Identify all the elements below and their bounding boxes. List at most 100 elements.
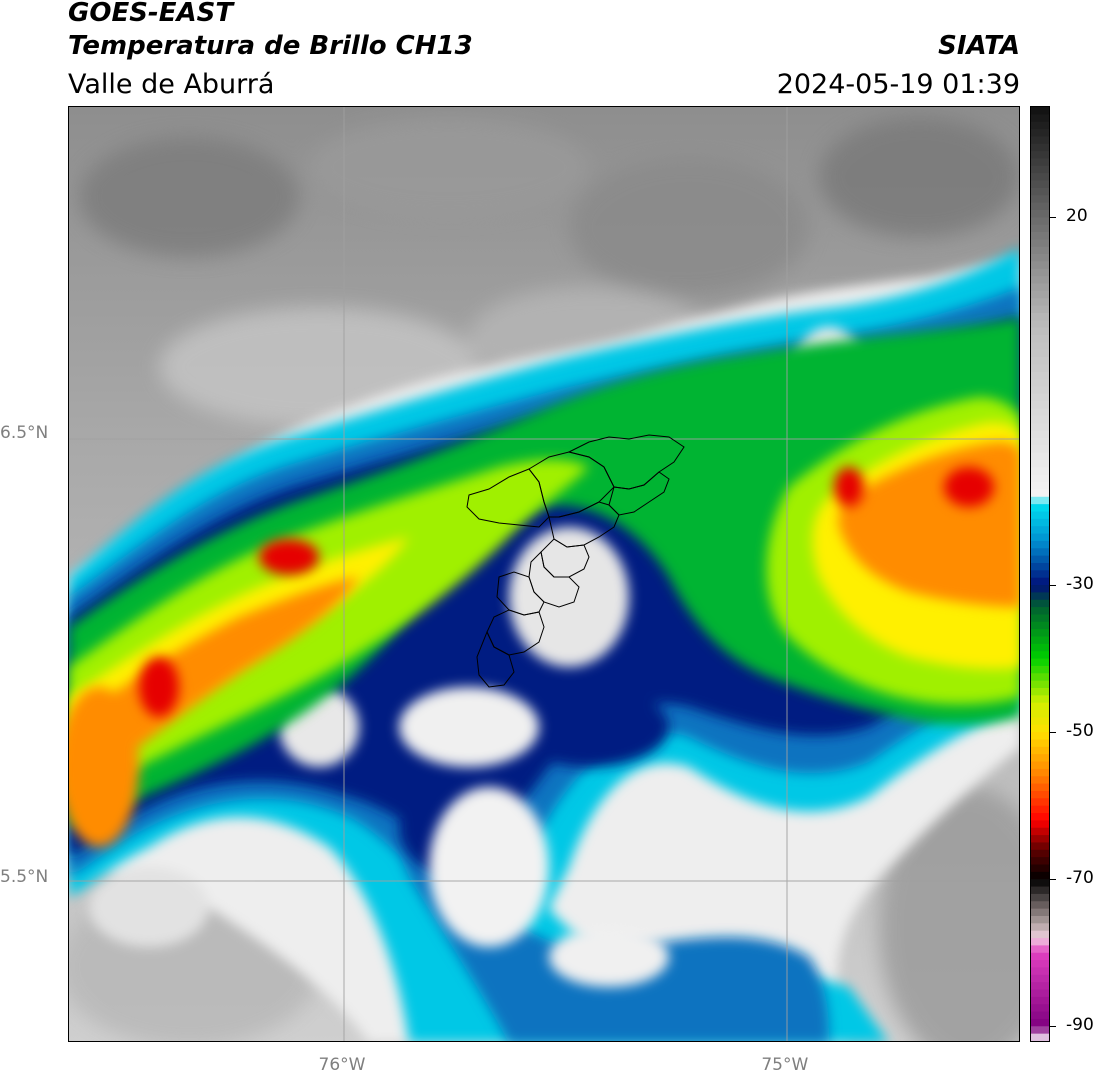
- colorbar-tick-mark: [1050, 732, 1056, 734]
- colorbar-segment: [1031, 334, 1049, 343]
- colorbar-segment: [1031, 982, 1049, 991]
- colorbar-segment: [1031, 217, 1049, 226]
- colorbar-segment: [1031, 276, 1049, 285]
- colorbar-segment: [1031, 136, 1049, 145]
- colorbar-segment: [1031, 165, 1049, 174]
- organization-title: SIATA: [938, 31, 1020, 61]
- green-band: [69, 317, 1019, 827]
- colorbar-segment: [1031, 585, 1049, 593]
- colorbar-segment: [1031, 783, 1049, 792]
- colorbar-segment: [1031, 607, 1049, 615]
- colorbar-segment: [1031, 1004, 1049, 1013]
- colorbar-segment: [1031, 665, 1049, 674]
- colorbar-segment: [1031, 114, 1049, 123]
- colorbar-segment: [1031, 871, 1049, 880]
- colorbar-segment: [1031, 187, 1049, 196]
- colorbar-segment: [1031, 1011, 1049, 1020]
- colorbar-segment: [1031, 482, 1049, 490]
- colorbar-segment: [1031, 570, 1049, 579]
- colorbar-segment: [1031, 298, 1049, 307]
- colorbar-segment: [1031, 261, 1049, 270]
- colorbar-segment: [1031, 452, 1049, 461]
- red-cores: [139, 467, 994, 717]
- colorbar-segment: [1031, 695, 1049, 704]
- colorbar-segment: [1031, 305, 1049, 314]
- colorbar-segment: [1031, 827, 1049, 836]
- colorbar-segment: [1031, 643, 1049, 652]
- colorbar-segment: [1031, 1018, 1049, 1027]
- colorbar-segment: [1031, 761, 1049, 770]
- colorbar-segment: [1031, 629, 1049, 638]
- satellite-map[interactable]: [68, 106, 1020, 1042]
- colorbar-segment: [1031, 739, 1049, 748]
- colorbar-segment: [1031, 239, 1049, 248]
- colorbar-tick-mark: [1050, 1026, 1056, 1028]
- colorbar-segment: [1031, 732, 1049, 740]
- colorbar-segment: [1031, 768, 1049, 777]
- colorbar-segment: [1031, 467, 1049, 476]
- colorbar-segment: [1031, 232, 1049, 240]
- colorbar-segment: [1031, 511, 1049, 520]
- colorbar-segment: [1031, 496, 1049, 505]
- colorbar-segment: [1031, 952, 1049, 961]
- longitude-label: 75°W: [761, 1055, 809, 1075]
- colorbar-segment: [1031, 820, 1049, 829]
- colorbar-segment: [1031, 813, 1049, 821]
- colorbar-segment: [1031, 121, 1049, 130]
- colorbar-segment: [1031, 945, 1049, 954]
- colorbar-segment: [1031, 636, 1049, 645]
- longitude-label: 76°W: [318, 1055, 366, 1075]
- colorbar-segment: [1031, 151, 1049, 159]
- colorbar-segment: [1031, 379, 1049, 387]
- colorbar-segment: [1031, 268, 1049, 277]
- colorbar-tick-label: -70: [1066, 868, 1094, 889]
- colorbar-segment: [1031, 202, 1049, 211]
- colorbar-segment: [1031, 393, 1049, 402]
- colorbar-segment: [1031, 599, 1049, 608]
- colorbar-segment: [1031, 548, 1049, 557]
- colorbar: [1030, 106, 1050, 1042]
- colorbar-segment: [1031, 489, 1049, 498]
- colorbar-segment: [1031, 974, 1049, 983]
- municipal-boundaries: [466, 434, 685, 688]
- colorbar-segment: [1031, 621, 1049, 630]
- colorbar-segment: [1031, 790, 1049, 799]
- colorbar-segment: [1031, 893, 1049, 902]
- colorbar-segment: [1031, 1026, 1049, 1035]
- colorbar-segment: [1031, 386, 1049, 395]
- colorbar-segment: [1031, 680, 1049, 689]
- colorbar-segment: [1031, 776, 1049, 785]
- colorbar-segment: [1031, 342, 1049, 351]
- colorbar-segment: [1031, 746, 1049, 755]
- colorbar-segment: [1031, 349, 1049, 358]
- colorbar-segment: [1031, 423, 1049, 432]
- colorbar-segment: [1031, 533, 1049, 542]
- colorbar-segment: [1031, 158, 1049, 167]
- colorbar-segment: [1031, 717, 1049, 726]
- colorbar-segment: [1031, 724, 1049, 733]
- colorbar-segment: [1031, 849, 1049, 858]
- satellite-title: GOES-EAST: [68, 0, 234, 28]
- colorbar-segment: [1031, 555, 1049, 564]
- product-title: Temperatura de Brillo CH13: [68, 31, 473, 61]
- colorbar-segment: [1031, 408, 1049, 417]
- colorbar-segment: [1031, 254, 1049, 262]
- colorbar-segment: [1031, 312, 1049, 321]
- colorbar-segment: [1031, 246, 1049, 255]
- colorbar-segment: [1031, 430, 1049, 439]
- colorbar-segment: [1031, 327, 1049, 336]
- colorbar-tick-mark: [1050, 217, 1056, 219]
- colorbar-segment: [1031, 886, 1049, 895]
- colorbar-tick-label: -50: [1066, 721, 1094, 742]
- colorbar-segment: [1031, 107, 1049, 115]
- region-title: Valle de Aburrá: [68, 69, 275, 100]
- colorbar-segment: [1031, 592, 1049, 601]
- colorbar-segment: [1031, 415, 1049, 424]
- colorbar-segment: [1031, 445, 1049, 454]
- gridlines: [69, 107, 1019, 1041]
- colorbar-segment: [1031, 754, 1049, 763]
- colorbar-segment: [1031, 960, 1049, 968]
- colorbar-segment: [1031, 320, 1049, 329]
- colorbar-segment: [1031, 996, 1049, 1005]
- colorbar-segment: [1031, 401, 1049, 410]
